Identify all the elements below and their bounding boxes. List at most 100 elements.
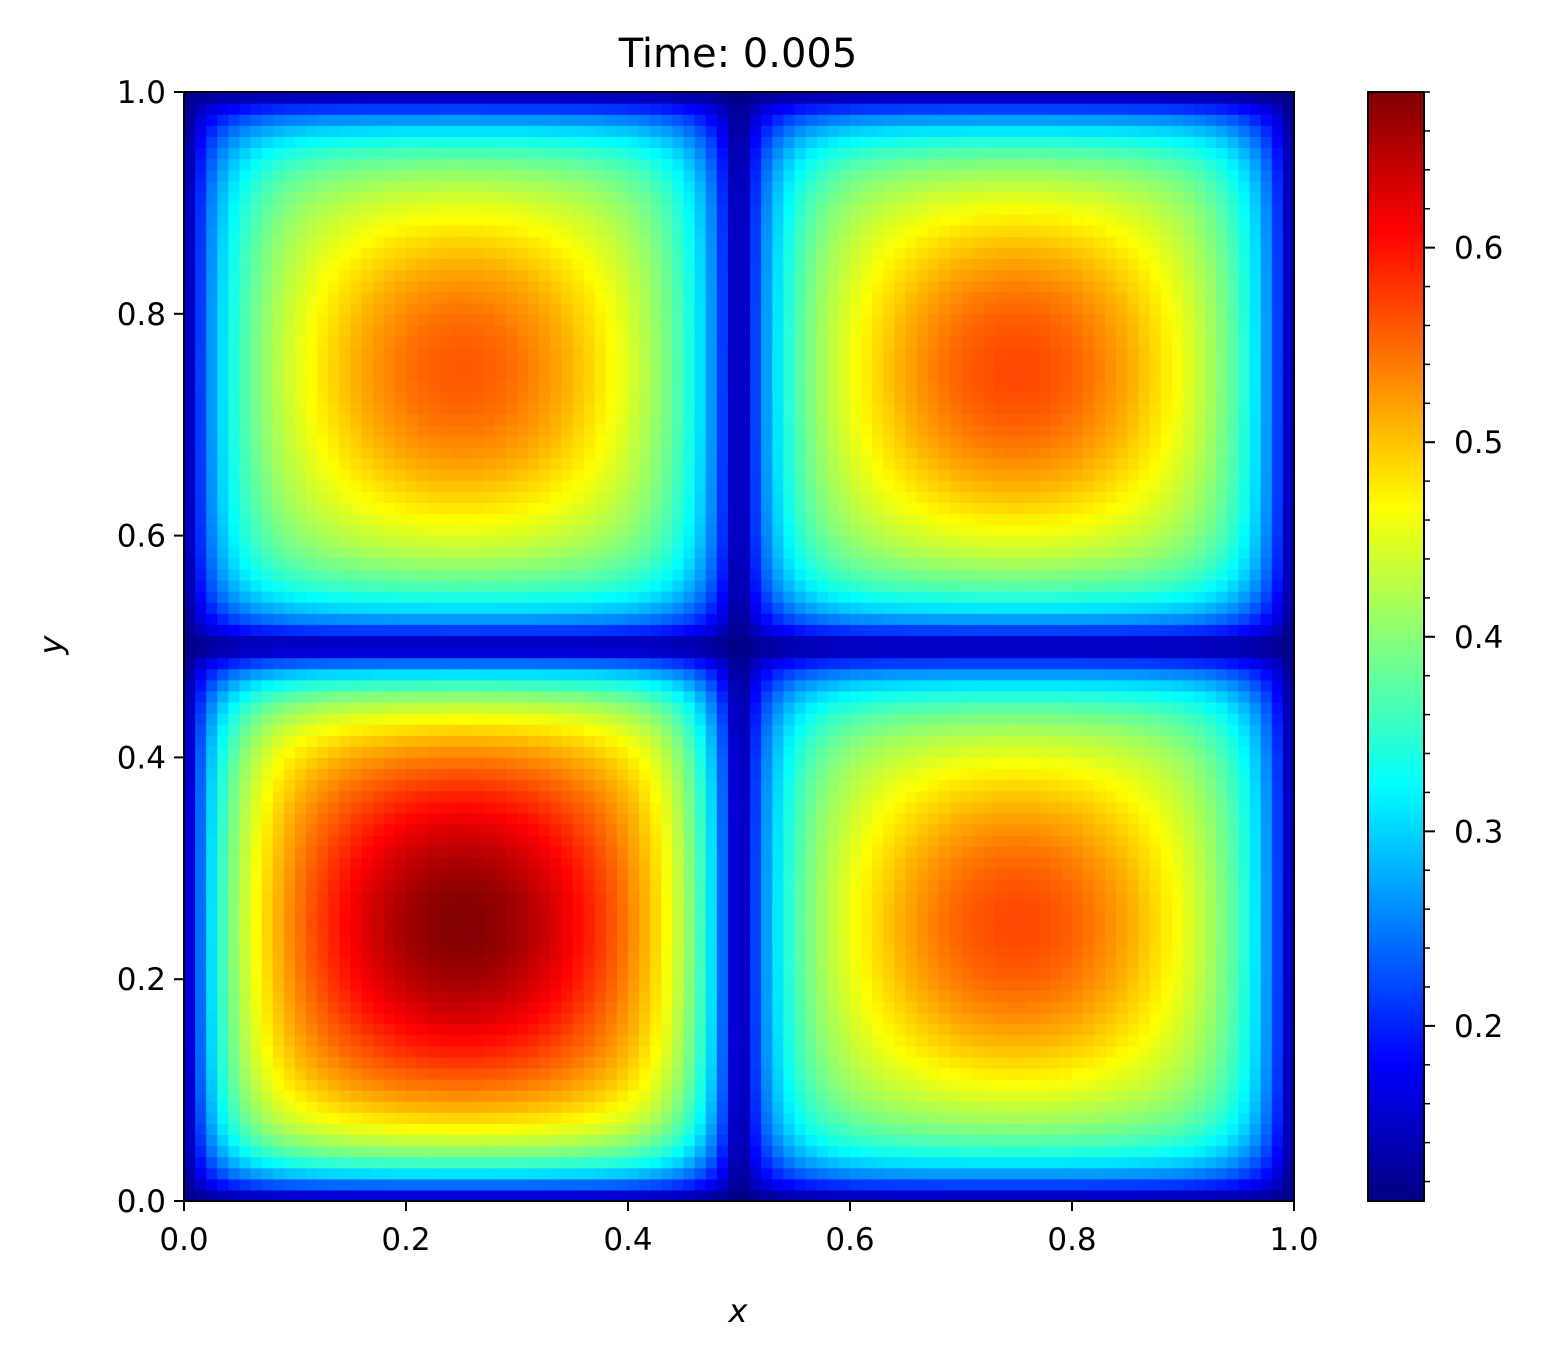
heatmap-cell [583, 1145, 596, 1158]
heatmap-cell [972, 768, 984, 781]
heatmap-cell [572, 724, 585, 736]
heatmap-cell [1083, 823, 1095, 836]
heatmap-cell [961, 1045, 973, 1058]
heatmap-cell [295, 1045, 307, 1058]
heatmap-cell [528, 1134, 540, 1147]
heatmap-cell [1194, 1045, 1206, 1058]
heatmap-cell [694, 1001, 707, 1014]
heatmap-cell [350, 879, 363, 892]
heatmap-cell [794, 901, 807, 914]
heatmap-cell [883, 879, 895, 892]
heatmap-cell [1127, 1123, 1140, 1136]
heatmap-cell [450, 846, 463, 858]
heatmap-cell [761, 1145, 773, 1158]
heatmap-cell [361, 768, 374, 781]
heatmap-cell [339, 968, 352, 980]
heatmap-cell [417, 1067, 429, 1080]
heatmap-cell [594, 890, 607, 903]
heatmap-cell [1127, 1156, 1140, 1169]
heatmap-cell [727, 879, 740, 892]
heatmap-cell [1127, 979, 1140, 991]
heatmap-cell [272, 812, 285, 825]
heatmap-cell [261, 1167, 274, 1180]
heatmap-cell [905, 990, 918, 1002]
heatmap-cell [1005, 923, 1018, 936]
heatmap-cell [1149, 912, 1162, 925]
heatmap-cell [1205, 701, 1217, 714]
heatmap-cell [1027, 1012, 1040, 1025]
heatmap-cell [306, 1189, 318, 1202]
heatmap-cell [1049, 901, 1062, 914]
heatmap-cell [494, 1123, 507, 1136]
heatmap-cell [528, 735, 540, 747]
heatmap-cell [1271, 979, 1284, 991]
heatmap-cell [483, 945, 496, 958]
heatmap-cell [783, 1167, 796, 1180]
heatmap-cell [761, 835, 773, 847]
heatmap-cell [1194, 768, 1206, 781]
heatmap-cell [272, 1134, 285, 1147]
heatmap-cell [505, 945, 518, 958]
heatmap-cell [1138, 890, 1151, 903]
heatmap-cell [261, 1034, 274, 1047]
heatmap-cell [772, 690, 784, 703]
heatmap-cell [683, 934, 696, 947]
heatmap-cell [483, 1056, 496, 1069]
heatmap-cell [572, 901, 585, 914]
heatmap-cell [494, 1145, 507, 1158]
heatmap-cell [816, 1156, 829, 1169]
heatmap-cell [661, 923, 673, 936]
heatmap-cell [494, 957, 507, 969]
heatmap-cell [772, 668, 784, 681]
heatmap-cell [861, 990, 873, 1002]
heatmap-cell [716, 1189, 729, 1202]
heatmap-cell [816, 657, 829, 670]
heatmap-cell [1072, 879, 1084, 892]
heatmap-cell [184, 968, 196, 980]
heatmap-cell [1027, 646, 1040, 659]
heatmap-cell [461, 668, 474, 681]
heatmap-cell [894, 690, 907, 703]
heatmap-cell [639, 746, 651, 758]
heatmap-cell [361, 1167, 374, 1180]
heatmap-cell [994, 1101, 1006, 1113]
heatmap-cell [583, 1178, 596, 1191]
heatmap-cell [195, 1112, 207, 1124]
heatmap-cell [250, 1067, 263, 1080]
heatmap-cell [250, 979, 263, 991]
heatmap-cell [694, 679, 707, 692]
heatmap-cell [428, 757, 440, 770]
heatmap-cell [1227, 945, 1240, 958]
heatmap-cell [650, 1079, 662, 1091]
heatmap-cell [1105, 1079, 1117, 1091]
heatmap-cell [949, 679, 962, 692]
heatmap-cell [1216, 1178, 1228, 1191]
heatmap-cell [949, 1045, 962, 1058]
heatmap-cell [605, 1112, 618, 1124]
heatmap-cell [250, 990, 263, 1002]
heatmap-cell [683, 879, 696, 892]
heatmap-cell [1216, 735, 1228, 747]
heatmap-cell [772, 1067, 784, 1080]
heatmap-cell [505, 690, 518, 703]
heatmap-cell [872, 990, 884, 1002]
heatmap-cell [1049, 923, 1062, 936]
heatmap-cell [794, 768, 807, 781]
heatmap-cell [694, 724, 707, 736]
heatmap-cell [1049, 1134, 1062, 1147]
heatmap-cell [1194, 790, 1206, 803]
heatmap-cell [961, 657, 973, 670]
heatmap-cell [1205, 1123, 1217, 1136]
heatmap-cell [572, 1101, 585, 1113]
heatmap-cell [494, 735, 507, 747]
heatmap-cell [528, 1001, 540, 1014]
heatmap-cell [883, 868, 895, 880]
heatmap-cell [372, 957, 385, 969]
heatmap-cell [428, 657, 440, 670]
heatmap-cell [838, 779, 851, 792]
heatmap-cell [1249, 901, 1262, 914]
heatmap-cell [406, 757, 418, 770]
heatmap-cell [583, 801, 596, 814]
heatmap-cell [661, 1189, 673, 1202]
heatmap-cell [1205, 1112, 1217, 1124]
